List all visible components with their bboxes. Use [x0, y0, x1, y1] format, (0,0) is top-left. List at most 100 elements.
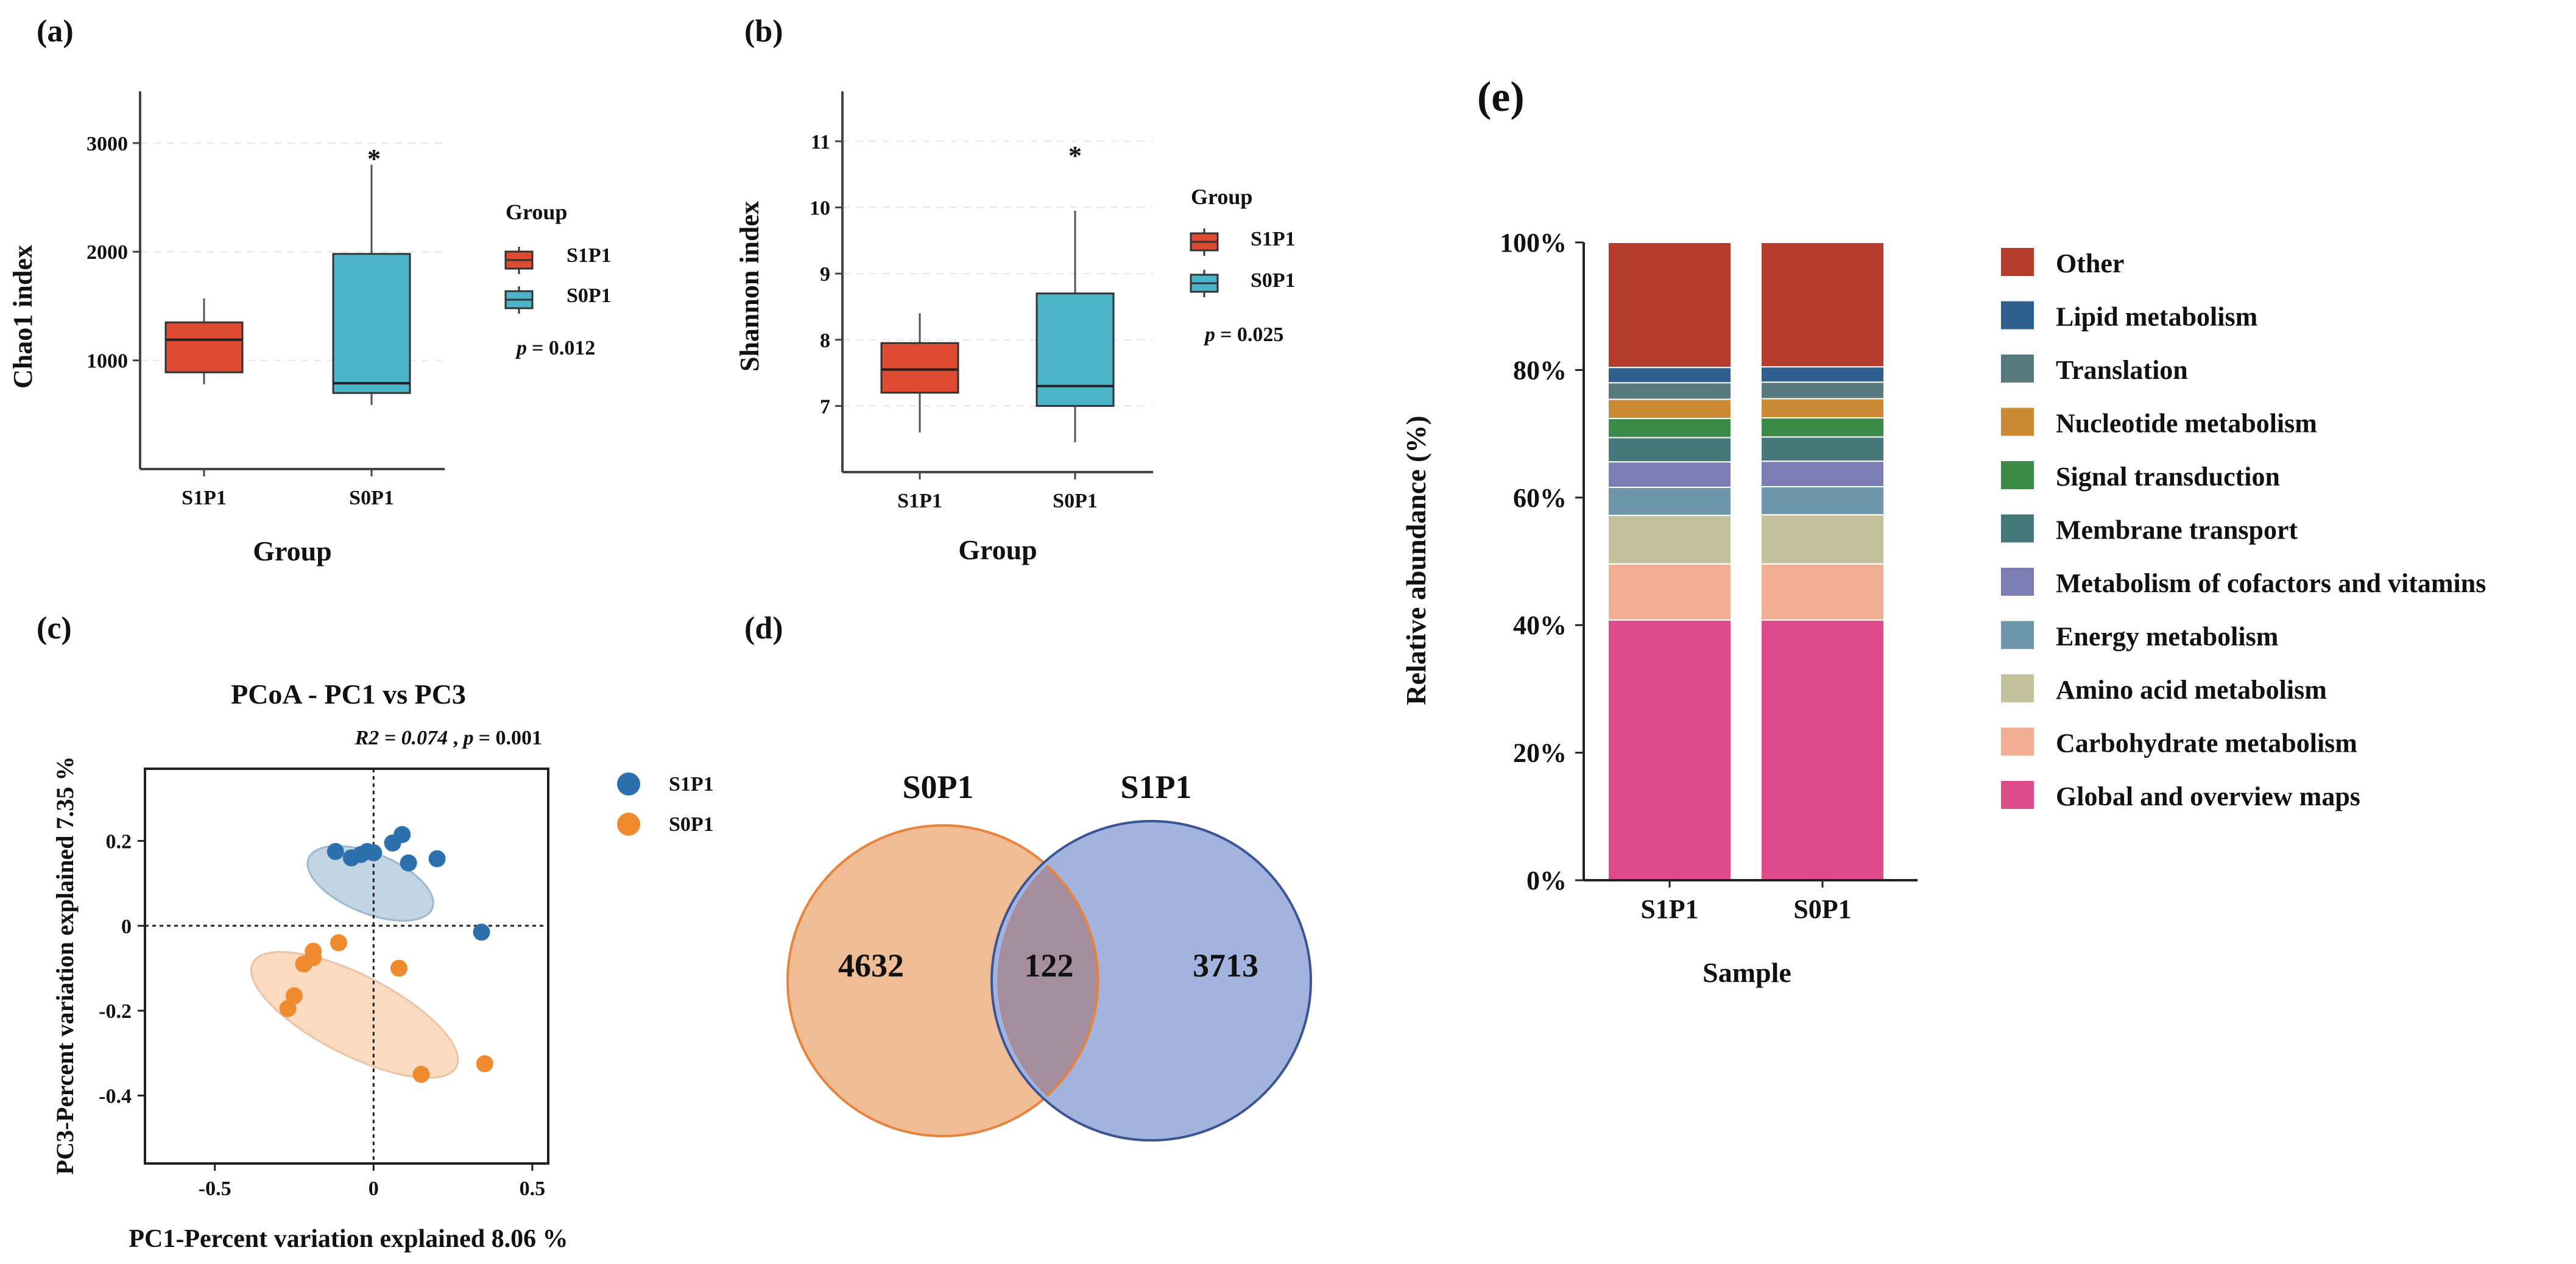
panel-d: (d) S0P1 S1P1 4632 122 3713 — [744, 611, 1312, 1142]
b-y-axis-label: Shannon index — [735, 201, 764, 372]
e-legend: Other Lipid metabolism Translation Nucleoti… — [2001, 248, 2486, 811]
e-segment-lipid-metabolism — [1760, 366, 1885, 383]
b-x-ticks: S1P1 S0P1 — [897, 472, 1098, 512]
e-x-tick-label: S1P1 — [1640, 894, 1698, 924]
d-set-label-s0p1: S0P1 — [902, 769, 973, 805]
e-legend-item-translation: Translation — [2001, 355, 2188, 385]
e-legend-swatch-signal-transduction — [2001, 461, 2034, 489]
e-x-tick-label: S0P1 — [1793, 894, 1851, 924]
a-y-axis-label: Chao1 index — [8, 245, 38, 389]
a-significance: * — [367, 144, 381, 174]
c-legend-label-s1p1: S1P1 — [669, 773, 714, 796]
panel-label-e: (e) — [1477, 74, 1525, 121]
a-box-s1p1 — [164, 298, 244, 384]
a-legend-label-s1p1: S1P1 — [566, 244, 612, 267]
d-set-label-s1p1: S1P1 — [1120, 769, 1191, 805]
c-point-s0p1 — [279, 1000, 297, 1017]
c-points — [279, 826, 493, 1083]
e-y-tick-label: 60% — [1513, 483, 1567, 513]
e-segment-nucleotide-metabolism — [1607, 398, 1732, 419]
e-segment-translation — [1607, 382, 1732, 400]
c-y-tick-label: 0 — [121, 916, 132, 938]
b-pvalue: p = 0.025 — [1203, 323, 1283, 346]
b-legend-label-s0p1: S0P1 — [1251, 269, 1296, 292]
a-iqr-box — [164, 321, 244, 373]
a-legend-label-s0p1: S0P1 — [566, 284, 612, 307]
e-legend-item-metabolism-of-cofactors-and-vitamins: Metabolism of cofactors and vitamins — [2001, 568, 2486, 598]
c-reference-lines — [145, 769, 548, 1163]
b-y-tick-label: 7 — [820, 395, 830, 418]
e-stacked-bars — [1607, 242, 1885, 881]
panel-a: (a) 1000 2000 3000 S1P1 S0P1 Group Chao1 in… — [8, 14, 612, 567]
c-point-s0p1 — [412, 1065, 430, 1083]
e-y-tick-label: 0% — [1526, 866, 1567, 895]
d-overlap-outline — [1045, 864, 1099, 1097]
e-legend-label-other: Other — [2056, 249, 2124, 278]
b-pvalue-value: = 0.025 — [1220, 323, 1283, 346]
c-annotation: R2 = 0.074 , p = 0.001 — [355, 727, 542, 749]
e-legend-label-membrane-transport: Membrane transport — [2056, 515, 2298, 545]
e-segment-other — [1760, 242, 1885, 368]
e-segment-signal-transduction — [1607, 417, 1732, 439]
b-y-tick-label: 11 — [811, 131, 830, 154]
e-legend-item-lipid-metabolism: Lipid metabolism — [2001, 301, 2257, 332]
e-legend-item-signal-transduction: Signal transduction — [2001, 461, 2280, 492]
e-segment-global-and-overview-maps — [1760, 619, 1885, 881]
e-legend-label-global-and-overview-maps: Global and overview maps — [2056, 782, 2360, 811]
b-legend-item-s1p1: S1P1 — [1190, 228, 1296, 256]
e-legend-label-signal-transduction: Signal transduction — [2056, 462, 2280, 492]
a-y-tick-label: 2000 — [86, 241, 128, 264]
e-segment-carbohydrate-metabolism — [1607, 563, 1732, 621]
b-y-tick-label: 10 — [810, 197, 830, 220]
e-segment-carbohydrate-metabolism — [1760, 563, 1885, 621]
e-legend-label-amino-acid-metabolism: Amino acid metabolism — [2056, 675, 2327, 705]
panel-label-d: (d) — [744, 611, 783, 646]
e-segment-nucleotide-metabolism — [1760, 398, 1885, 418]
c-ellipse-s0p1 — [250, 951, 459, 1079]
e-legend-label-nucleotide-metabolism: Nucleotide metabolism — [2056, 409, 2317, 439]
e-legend-label-energy-metabolism: Energy metabolism — [2056, 622, 2278, 652]
e-bar-s1p1 — [1607, 242, 1732, 881]
c-title: PCoA - PC1 vs PC3 — [231, 679, 466, 710]
panel-c: (c) PCoA - PC1 vs PC3 R2 = 0.074 , p = 0.… — [37, 611, 714, 1253]
a-legend: Group S1P1 S0P1 p = 0.012 — [504, 200, 612, 359]
e-legend-swatch-carbohydrate-metabolism — [2001, 727, 2034, 756]
c-point-s0p1 — [390, 959, 408, 977]
a-y-tick-label: 1000 — [86, 350, 128, 373]
a-x-tick-label: S0P1 — [349, 487, 394, 509]
d-count-s0p1-only: 4632 — [838, 947, 904, 984]
panel-label-a: (a) — [37, 14, 74, 49]
c-point-s1p1 — [326, 842, 344, 860]
panel-label-b: (b) — [744, 14, 783, 49]
b-x-tick-label: S1P1 — [897, 490, 942, 512]
e-segment-energy-metabolism — [1760, 486, 1885, 516]
e-legend-label-metabolism-of-cofactors-and-vitamins: Metabolism of cofactors and vitamins — [2056, 568, 2486, 598]
e-legend-label-translation: Translation — [2056, 355, 2188, 385]
e-y-tick-label: 80% — [1513, 355, 1567, 385]
a-legend-item-s0p1: S0P1 — [504, 284, 612, 314]
b-iqr-box — [880, 342, 959, 394]
c-point-s1p1 — [400, 854, 417, 872]
panel-b: (b) 7 8 9 10 11 S1P1 S0P1 Group Shannon index… — [735, 14, 1296, 565]
e-legend-swatch-lipid-metabolism — [2001, 301, 2034, 330]
e-segment-amino-acid-metabolism — [1760, 514, 1885, 565]
e-legend-swatch-membrane-transport — [2001, 514, 2034, 543]
e-segment-signal-transduction — [1760, 417, 1885, 438]
e-legend-swatch-metabolism-of-cofactors-and-vitamins — [2001, 568, 2034, 596]
a-pvalue-value: = 0.012 — [532, 337, 595, 359]
a-iqr-box — [332, 253, 411, 394]
c-x-tick-label: 0.5 — [520, 1177, 546, 1200]
d-count-overlap: 122 — [1025, 947, 1074, 984]
e-legend-item-nucleotide-metabolism: Nucleotide metabolism — [2001, 408, 2317, 439]
a-x-tick-label: S1P1 — [182, 487, 227, 509]
b-legend-title: Group — [1191, 185, 1252, 209]
e-x-ticks: S1P1 S0P1 — [1640, 880, 1852, 924]
panel-label-c: (c) — [37, 611, 72, 646]
e-legend-item-amino-acid-metabolism: Amino acid metabolism — [2001, 674, 2327, 705]
e-y-ticks: 0% 20% 40% 60% 80% 100% — [1500, 228, 1584, 895]
b-legend-label-s1p1: S1P1 — [1251, 228, 1296, 250]
c-ticks: -0.5 0 0.5 0.2 0 -0.2 -0.4 — [99, 830, 545, 1200]
a-legend-title: Group — [506, 200, 567, 224]
b-y-tick-label: 9 — [820, 263, 830, 286]
e-bar-s0p1 — [1760, 242, 1885, 881]
